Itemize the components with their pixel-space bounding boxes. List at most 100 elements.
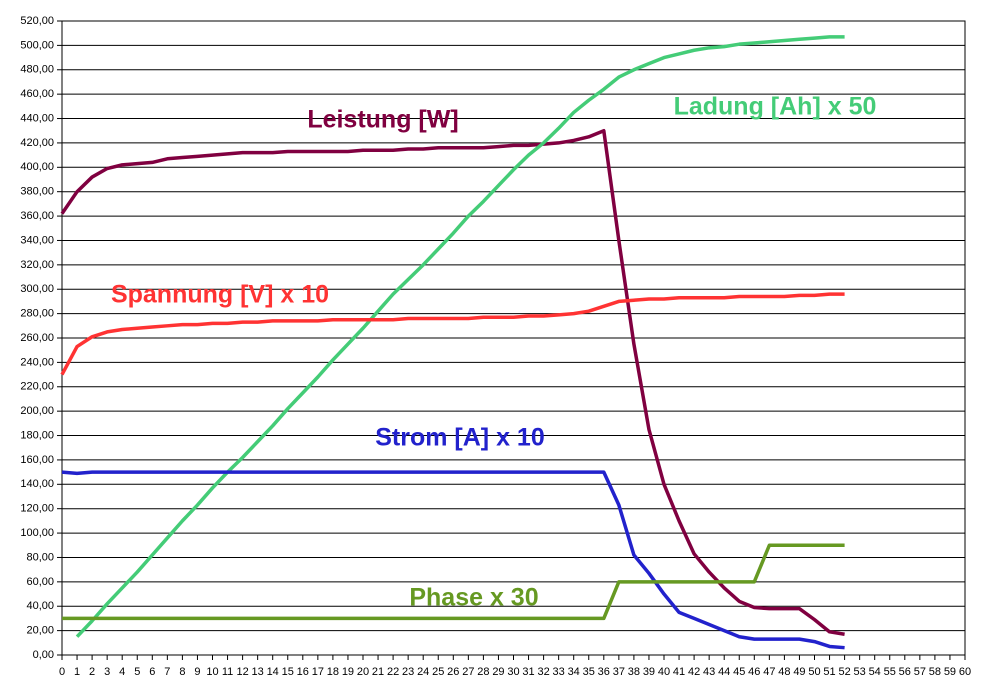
series-label: Ladung [Ah] x 50	[674, 93, 877, 121]
x-tick-label: 41	[673, 666, 685, 678]
y-tick-label: 280,00	[20, 308, 54, 320]
series-label: Spannung [V] x 10	[111, 281, 329, 309]
x-tick-label: 6	[149, 666, 155, 678]
y-tick-label: 220,00	[20, 381, 54, 393]
x-tick-label: 12	[236, 666, 248, 678]
series-line	[75, 35, 845, 638]
y-tick-label: 100,00	[20, 527, 54, 539]
series-label: Phase x 30	[409, 584, 538, 612]
x-tick-label: 21	[372, 666, 384, 678]
x-tick-label: 51	[823, 666, 835, 678]
x-tick-label: 20	[357, 666, 369, 678]
x-tick-label: 37	[613, 666, 625, 678]
y-tick-label: 420,00	[20, 137, 54, 149]
x-tick-label: 17	[312, 666, 324, 678]
y-tick-label: 500,00	[20, 39, 54, 51]
x-tick-label: 57	[914, 666, 926, 678]
y-tick-label: 20,00	[26, 625, 54, 637]
y-tick-label: 360,00	[20, 210, 54, 222]
y-tick-label: 380,00	[20, 186, 54, 198]
x-tick-label: 42	[688, 666, 700, 678]
x-tick-label: 50	[808, 666, 820, 678]
x-tick-label: 27	[462, 666, 474, 678]
y-tick-label: 140,00	[20, 478, 54, 490]
x-tick-label: 38	[628, 666, 640, 678]
x-tick-label: 19	[342, 666, 354, 678]
x-tick-label: 25	[432, 666, 444, 678]
x-tick-label: 2	[89, 666, 95, 678]
x-tick-label: 60	[959, 666, 971, 678]
x-tick-label: 26	[447, 666, 459, 678]
x-tick-label: 53	[854, 666, 866, 678]
plot-frame	[61, 20, 966, 656]
x-tick-label: 29	[492, 666, 504, 678]
x-tick-label: 56	[899, 666, 911, 678]
x-tick-label: 3	[104, 666, 110, 678]
x-tick-label: 30	[507, 666, 519, 678]
x-tick-label: 55	[884, 666, 896, 678]
y-tick-label: 240,00	[20, 356, 54, 368]
x-tick-label: 54	[869, 666, 881, 678]
x-tick-label: 48	[778, 666, 790, 678]
x-tick-label: 7	[164, 666, 170, 678]
x-tick-label: 31	[522, 666, 534, 678]
y-tick-label: 300,00	[20, 283, 54, 295]
x-tick-label: 39	[643, 666, 655, 678]
x-tick-label: 34	[568, 666, 580, 678]
x-tick-label: 1	[74, 666, 80, 678]
x-tick-label: 15	[282, 666, 294, 678]
series-line	[60, 128, 845, 637]
x-tick-label: 46	[748, 666, 760, 678]
x-tick-label: 24	[417, 666, 429, 678]
y-tick-label: 480,00	[20, 64, 54, 76]
x-tick-label: 5	[134, 666, 140, 678]
y-tick-label: 400,00	[20, 161, 54, 173]
series-label: Strom [A] x 10	[375, 424, 544, 452]
y-tick-label: 160,00	[20, 454, 54, 466]
x-tick-label: 58	[929, 666, 941, 678]
x-tick-label: 28	[477, 666, 489, 678]
series-label: Leistung [W]	[307, 106, 458, 134]
x-tick-label: 35	[583, 666, 595, 678]
x-tick-label: 8	[179, 666, 185, 678]
y-tick-label: 260,00	[20, 332, 54, 344]
x-tick-label: 52	[838, 666, 850, 678]
y-tick-label: 200,00	[20, 405, 54, 417]
x-tick-label: 40	[658, 666, 670, 678]
series-line	[61, 470, 845, 650]
x-tick-label: 4	[119, 666, 125, 678]
x-tick-label: 47	[763, 666, 775, 678]
x-tick-label: 59	[944, 666, 956, 678]
x-tick-label: 49	[793, 666, 805, 678]
y-tick-label: 80,00	[26, 551, 54, 563]
y-tick-label: 520,00	[20, 15, 54, 27]
y-tick-label: 340,00	[20, 234, 54, 246]
y-tick-label: 40,00	[26, 600, 54, 612]
y-tick-label: 440,00	[20, 112, 54, 124]
x-tick-label: 10	[206, 666, 218, 678]
y-tick-label: 180,00	[20, 429, 54, 441]
x-tick-label: 43	[703, 666, 715, 678]
x-tick-label: 14	[267, 666, 279, 678]
x-tick-label: 22	[387, 666, 399, 678]
x-tick-label: 0	[59, 666, 65, 678]
y-tick-label: 320,00	[20, 259, 54, 271]
x-tick-label: 44	[718, 666, 730, 678]
x-tick-label: 9	[194, 666, 200, 678]
y-tick-label: 460,00	[20, 88, 54, 100]
x-tick-label: 11	[222, 666, 233, 678]
x-tick-label: 18	[327, 666, 339, 678]
y-tick-label: 60,00	[26, 576, 54, 588]
y-tick-label: 120,00	[20, 503, 54, 515]
x-tick-label: 45	[733, 666, 745, 678]
x-tick-label: 16	[297, 666, 309, 678]
y-tick-label: 0,00	[33, 649, 54, 661]
x-tick-label: 32	[537, 666, 549, 678]
series-line	[60, 292, 845, 376]
x-tick-label: 36	[598, 666, 610, 678]
x-tick-label: 33	[553, 666, 565, 678]
x-tick-label: 23	[402, 666, 414, 678]
x-tick-label: 13	[252, 666, 264, 678]
